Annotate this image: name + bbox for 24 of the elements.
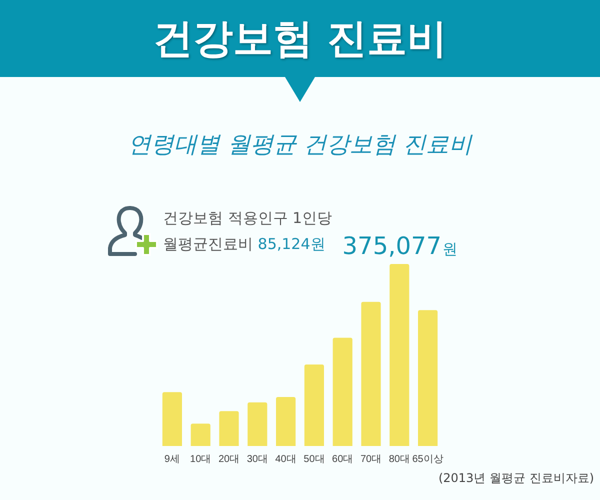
chart-subtitle: 연령대별 월평균 건강보험 진료비 — [128, 132, 472, 158]
bar — [162, 392, 182, 446]
bar — [219, 411, 239, 446]
bar — [190, 424, 210, 446]
bar — [304, 364, 324, 446]
x-tick-label: 50대 — [304, 454, 325, 465]
x-tick-label: 20대 — [218, 454, 240, 465]
x-tick-label: 70대 — [360, 454, 382, 465]
bar — [418, 310, 438, 446]
x-tick-label: 40대 — [275, 454, 296, 465]
x-tick-label: 10대 — [190, 454, 212, 465]
x-tick-label: 65이상 — [412, 454, 444, 465]
bar — [332, 338, 352, 446]
x-tick-label: 60대 — [332, 454, 354, 465]
text: (2013년 월평균 진료비자료) — [438, 470, 594, 486]
bar — [390, 264, 410, 446]
x-tick-label: 80대 — [388, 454, 410, 465]
bar — [361, 302, 381, 446]
chart-title: 건강보험 진료비 — [153, 16, 447, 62]
x-tick-label: 30대 — [246, 454, 268, 465]
bar — [248, 402, 268, 446]
x-tick-label: 9세 — [164, 454, 180, 465]
text: 건강보험 적용인구 1인당 월평균진료비 85,124원 — [163, 208, 332, 253]
bar — [276, 396, 296, 446]
